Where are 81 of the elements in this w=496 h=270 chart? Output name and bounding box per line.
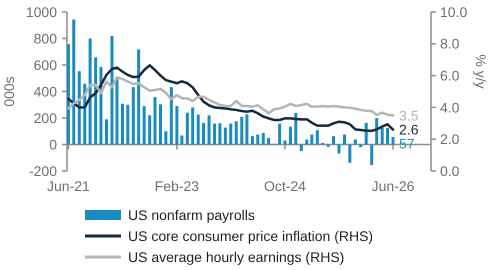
bar [348,144,352,163]
bar [380,128,384,144]
bar [66,44,70,144]
bar [104,119,108,144]
bar [164,131,168,144]
y2-tick-label: 10.0 [440,4,468,20]
bar [115,78,118,144]
bar [278,124,282,144]
y-tick-label: 600 [34,56,58,73]
y2-tick-label: 6.0 [440,68,460,84]
y-tick-label: 400 [34,83,58,100]
bar [170,87,173,144]
bar [196,114,200,144]
bar [142,106,146,144]
bar [294,112,298,144]
legend-label: US nonfarm payrolls [128,206,255,223]
bar [132,87,135,144]
bar [224,128,227,144]
bar [78,71,81,144]
bar [392,136,395,144]
bar [208,115,211,144]
bar [240,116,244,144]
bar [126,104,130,144]
bar [72,20,76,144]
bar [359,144,362,148]
bar [370,144,374,166]
x-tick-label: Jun-26 [372,178,415,194]
y2-axis-title: % y/y [473,54,489,89]
bar [262,132,265,144]
y2-tick-label: 8.0 [440,36,460,52]
legend-label: US core consumer price inflation (RHS) [128,228,374,244]
bar [202,122,206,144]
line-series [67,64,394,132]
bar [316,130,319,144]
bar [213,124,216,144]
data-label: 57 [399,136,415,152]
y-tick-label: 200 [34,110,58,126]
bar [256,134,260,144]
bar [283,140,286,144]
x-tick-label: Jun-21 [47,178,90,194]
bar [386,128,390,144]
bar [288,126,292,144]
bar [88,38,92,144]
x-tick-label: Oct-24 [264,178,306,194]
data-label: 2.6 [399,122,419,138]
bar [148,115,152,144]
y-tick-label: 1000 [26,4,58,20]
bar [175,106,178,144]
bar [250,136,254,144]
data-label: 3.5 [399,107,419,124]
bar [180,135,184,144]
bar [110,36,114,144]
bar [305,139,308,144]
bar [354,139,357,144]
bar [191,107,194,144]
bar [234,121,238,144]
bar [332,136,335,144]
bar [137,49,140,144]
bar [310,134,314,144]
bar [229,124,232,144]
y2-tick-label: 0.0 [440,162,460,179]
legend-label: US average hourly earnings (RHS) [128,248,344,265]
bar [154,97,156,144]
bar [94,57,98,144]
y-tick-label: 0 [49,136,58,152]
line-series [67,76,394,117]
y-tick-label: -200 [28,162,58,179]
bar [218,123,222,144]
bar [338,144,340,154]
y-axis-title: 000s [1,76,17,107]
bar [186,112,189,144]
bar [159,104,162,144]
bar [267,138,270,144]
bar [300,144,303,152]
bar [120,104,124,144]
bar [343,134,346,144]
y-tick-label: 800 [34,30,58,46]
y2-tick-label: 4.0 [440,99,460,116]
x-tick-label: Feb-23 [154,178,200,194]
bar [245,114,248,144]
y2-tick-label: 2.0 [440,131,460,148]
